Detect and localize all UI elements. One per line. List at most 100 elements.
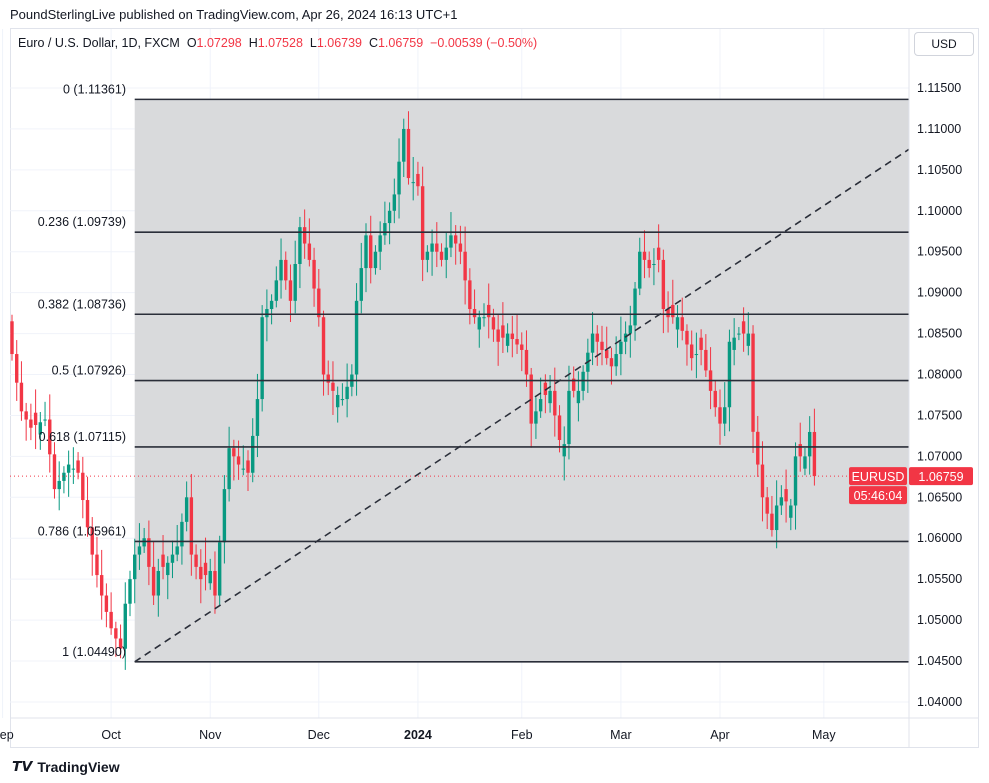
candle-body <box>425 251 430 260</box>
tradingview-logo[interactable]: 𝙏𝙑 TradingView <box>12 758 120 775</box>
candle-body <box>19 382 24 412</box>
candle-body <box>331 382 335 391</box>
candle-body <box>803 456 807 469</box>
candle-body <box>694 354 699 356</box>
candle-body <box>718 407 722 424</box>
candle-body <box>656 247 661 260</box>
fib-level-label: 0.5 (1.07926) <box>52 364 126 378</box>
symbol-tag <box>849 467 907 486</box>
candle-body <box>189 497 194 555</box>
candle-body <box>307 243 312 260</box>
candle-body <box>378 235 382 252</box>
candle-body <box>548 390 552 404</box>
candle-body <box>784 489 788 502</box>
candle-body <box>812 431 817 477</box>
price-tick-label: 1.11500 <box>917 81 961 95</box>
candle-body <box>619 341 623 355</box>
candle-body <box>251 435 255 473</box>
time-tick-label: Apr <box>710 728 729 742</box>
candle-body <box>387 210 392 224</box>
candle-body <box>534 411 538 424</box>
candle-body <box>435 243 439 252</box>
price-tick-label: 1.05000 <box>917 613 962 627</box>
currency-button[interactable]: USD <box>914 32 974 56</box>
candle-body <box>798 444 802 457</box>
candle-body <box>420 186 425 260</box>
candle-body <box>689 344 694 359</box>
candle-body <box>213 570 217 596</box>
candle-body <box>661 259 666 310</box>
candle-body <box>746 333 751 346</box>
symbol-title[interactable]: Euro / U.S. Dollar, 1D, FXCM <box>18 36 180 50</box>
time-tick-label: Sep <box>0 728 14 742</box>
candle-body <box>15 354 19 383</box>
candle-body <box>354 300 359 375</box>
candle-body <box>505 333 510 346</box>
candle-body <box>666 309 670 318</box>
time-tick-label: Dec <box>308 728 330 742</box>
candle-body <box>335 394 340 408</box>
candle-body <box>217 542 222 596</box>
candle-body <box>468 280 472 310</box>
price-tag-countdown: 05:46:04 <box>854 489 903 503</box>
candle-body <box>685 330 689 345</box>
tv-logo-icon: 𝙏𝙑 <box>12 758 33 774</box>
candle-body <box>453 235 458 244</box>
candle-body <box>52 454 57 490</box>
fib-level-label: 0 (1.11361) <box>63 82 126 96</box>
candle-body <box>321 317 326 375</box>
candle-body <box>255 399 260 436</box>
candle-body <box>671 304 675 318</box>
candle-body <box>647 259 651 269</box>
candle-body <box>633 288 637 326</box>
candle-body <box>151 566 156 596</box>
candle-body <box>317 288 321 318</box>
candle-body <box>241 468 245 470</box>
candle-body <box>520 344 524 350</box>
candle-body <box>66 464 71 473</box>
candle-body <box>118 638 123 649</box>
candle-body <box>57 480 61 490</box>
candle-body <box>487 304 491 318</box>
candle-body <box>208 570 212 584</box>
candle-body <box>373 251 378 269</box>
candle-body <box>293 263 297 301</box>
candle-body <box>29 419 33 428</box>
candle-body <box>222 489 227 543</box>
candle-body <box>444 247 448 260</box>
price-tick-label: 1.04500 <box>917 654 962 668</box>
candle-body <box>383 223 387 236</box>
price-tick-label: 1.05500 <box>917 572 962 586</box>
candle-body <box>760 464 765 498</box>
time-tick-label: Feb <box>511 728 533 742</box>
candle-body <box>48 419 52 455</box>
candle-body <box>614 354 618 367</box>
candle-body <box>571 378 576 391</box>
candle-body <box>104 595 109 612</box>
high-label: H <box>248 36 258 50</box>
open-label: O <box>186 36 197 50</box>
candle-body <box>779 497 784 506</box>
price-tick-label: 1.04000 <box>917 695 962 709</box>
candle-body <box>128 579 132 604</box>
candle-body <box>38 422 43 435</box>
candle-body <box>302 227 307 244</box>
candle-body <box>789 505 793 518</box>
candle-body <box>680 317 684 331</box>
low-value: 1.06739 <box>316 36 362 50</box>
candle-body <box>62 472 66 481</box>
candle-body <box>284 259 288 281</box>
candle-body <box>590 333 595 353</box>
candle-body <box>567 390 571 445</box>
candle-body <box>411 182 415 184</box>
candle-body <box>397 161 401 195</box>
candle-body <box>439 251 444 260</box>
candle-body <box>345 386 349 400</box>
candle-body <box>723 407 727 424</box>
candle-body <box>553 390 557 416</box>
price-tick-label: 1.07500 <box>917 408 962 422</box>
fib-level-label: 0.382 (1.08736) <box>38 297 126 311</box>
fib-level-label: 1 (1.04490) <box>62 645 126 659</box>
candle-body <box>24 411 28 420</box>
